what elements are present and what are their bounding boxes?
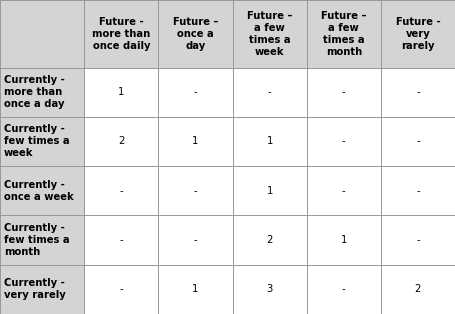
Text: -: - [342, 186, 345, 196]
Text: -: - [416, 87, 420, 97]
Bar [0, 0, 84, 68]
Bar [84, 215, 158, 265]
Text: 1: 1 [340, 235, 347, 245]
Text: -: - [194, 186, 197, 196]
Bar [307, 215, 381, 265]
Text: 3: 3 [267, 284, 273, 294]
Bar [381, 0, 455, 68]
Bar [158, 215, 233, 265]
Bar [84, 117, 158, 166]
Bar [307, 166, 381, 215]
Bar [307, 0, 381, 68]
Bar [233, 0, 307, 68]
Text: Future -
more than
once daily: Future - more than once daily [92, 17, 151, 51]
Text: Future –
once a
day: Future – once a day [173, 17, 218, 51]
Text: 1: 1 [266, 137, 273, 146]
Bar [381, 215, 455, 265]
Text: -: - [416, 186, 420, 196]
Text: 2: 2 [118, 137, 125, 146]
Text: Currently -
very rarely: Currently - very rarely [4, 278, 66, 300]
Text: Future –
a few
times a
week: Future – a few times a week [247, 11, 292, 57]
Bar [233, 215, 307, 265]
Bar [84, 0, 158, 68]
Bar [233, 117, 307, 166]
Text: Currently -
few times a
month: Currently - few times a month [4, 223, 69, 257]
Text: -: - [342, 137, 345, 146]
Bar [84, 166, 158, 215]
Bar [0, 215, 84, 265]
Text: -: - [342, 284, 345, 294]
Bar [233, 68, 307, 117]
Text: 1: 1 [192, 284, 199, 294]
Text: Future -
very
rarely: Future - very rarely [395, 17, 440, 51]
Text: -: - [416, 137, 420, 146]
Bar [381, 117, 455, 166]
Text: Currently -
few times a
week: Currently - few times a week [4, 124, 69, 159]
Bar [158, 265, 233, 314]
Text: -: - [194, 235, 197, 245]
Text: Currently -
more than
once a day: Currently - more than once a day [4, 75, 65, 109]
Bar [0, 117, 84, 166]
Bar [0, 68, 84, 117]
Text: -: - [120, 186, 123, 196]
Bar [381, 166, 455, 215]
Bar [381, 68, 455, 117]
Text: -: - [342, 87, 345, 97]
Text: -: - [268, 87, 271, 97]
Bar [158, 68, 233, 117]
Text: 1: 1 [192, 137, 199, 146]
Bar [307, 117, 381, 166]
Bar [381, 265, 455, 314]
Bar [0, 166, 84, 215]
Text: 1: 1 [266, 186, 273, 196]
Bar [0, 265, 84, 314]
Bar [233, 166, 307, 215]
Text: Currently -
once a week: Currently - once a week [4, 180, 73, 202]
Bar [158, 0, 233, 68]
Text: -: - [416, 235, 420, 245]
Bar [158, 117, 233, 166]
Bar [307, 265, 381, 314]
Text: -: - [120, 235, 123, 245]
Bar [233, 265, 307, 314]
Text: 2: 2 [415, 284, 421, 294]
Bar [158, 166, 233, 215]
Text: 1: 1 [118, 87, 125, 97]
Text: -: - [194, 87, 197, 97]
Text: Future –
a few
times a
month: Future – a few times a month [321, 11, 366, 57]
Text: -: - [120, 284, 123, 294]
Bar [84, 265, 158, 314]
Bar [84, 68, 158, 117]
Text: 2: 2 [266, 235, 273, 245]
Bar [307, 68, 381, 117]
